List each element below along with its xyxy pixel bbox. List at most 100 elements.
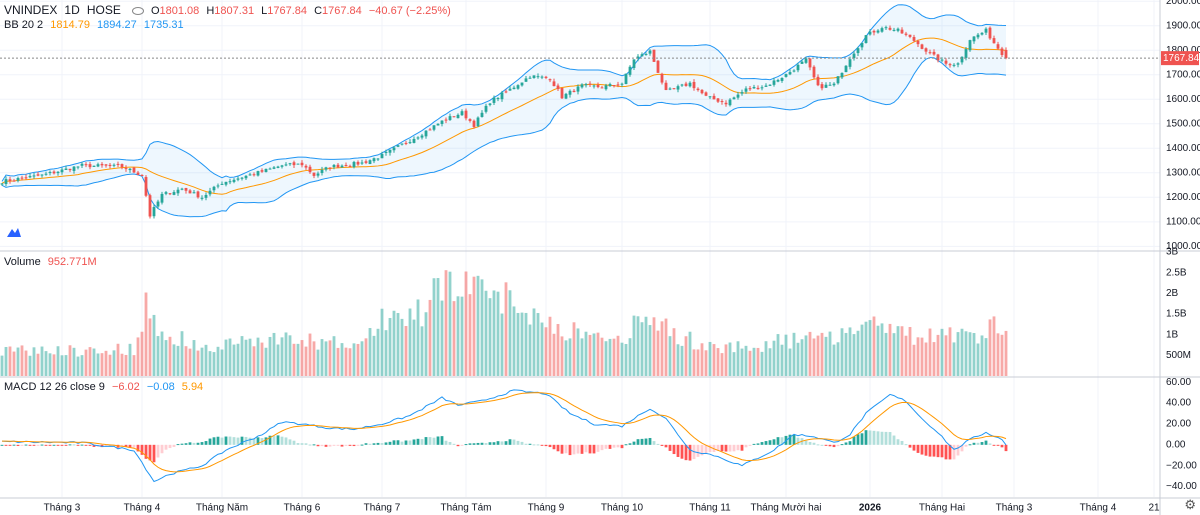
macd-hist-bar <box>416 438 420 445</box>
volume-bar <box>768 348 772 376</box>
candle-body <box>52 171 56 174</box>
price-tick-label: 1300.00 <box>1166 167 1200 178</box>
candle-body <box>420 135 424 138</box>
volume-bar <box>304 346 308 376</box>
candle <box>836 76 840 85</box>
candle <box>584 82 588 88</box>
macd-legend[interactable]: MACD 12 26 close 9 −6.02 −0.08 5.94 <box>4 381 207 393</box>
candle-body <box>460 111 464 116</box>
macd-hist-bar <box>728 444 732 452</box>
candle <box>760 85 764 91</box>
candle-body <box>184 187 188 191</box>
candle <box>24 174 28 180</box>
time-tick-label: Tháng 3 <box>996 503 1033 514</box>
volume-bar <box>668 336 672 376</box>
candle-body <box>704 92 708 96</box>
macd-hist-bar <box>48 444 52 446</box>
volume-bar <box>496 291 500 376</box>
candle-body <box>896 28 900 31</box>
symbol-interval[interactable]: 1D <box>64 3 80 17</box>
volume-bar <box>696 349 700 376</box>
macd-hist-bar <box>252 438 256 445</box>
candle-body <box>140 174 144 177</box>
candle-body <box>624 73 628 85</box>
candle-body <box>208 190 212 195</box>
volume-bar <box>700 343 704 376</box>
macd-hist-bar <box>992 444 996 446</box>
macd-hist-bar <box>612 444 616 448</box>
volume-tick-label: 1.5B <box>1166 309 1187 320</box>
macd-hist-bar <box>220 437 224 445</box>
macd-hist-bar <box>16 444 20 446</box>
candle-body <box>724 102 728 105</box>
candle-body <box>448 116 452 121</box>
volume-bar <box>204 344 208 376</box>
macd-hist-bar <box>396 440 400 445</box>
volume-bar <box>316 349 320 376</box>
volume-bar <box>268 336 272 376</box>
volume-bar <box>656 330 660 376</box>
candle <box>564 92 568 100</box>
macd-hist-bar <box>404 440 408 445</box>
tradingview-logo-icon[interactable] <box>6 226 22 241</box>
macd-hist-bar <box>656 443 660 445</box>
candle-body <box>84 164 88 166</box>
time-tick-label: Tháng Tám <box>441 503 492 514</box>
volume-bar <box>52 354 56 376</box>
macd-hist-bar <box>164 444 168 450</box>
ohlc-low-label: L <box>261 5 268 17</box>
macd-hist-bar <box>840 444 844 446</box>
candle-body <box>12 180 16 182</box>
macd-hist-bar <box>408 440 412 445</box>
candle-body <box>968 40 972 51</box>
candle <box>448 113 452 121</box>
candle <box>352 160 356 169</box>
settings-gear-icon[interactable]: ⚙ <box>1184 497 1196 512</box>
candle-body <box>756 87 760 90</box>
symbol-name[interactable]: VNINDEX <box>4 3 58 17</box>
candle <box>864 35 868 44</box>
candle <box>540 75 544 80</box>
candle-body <box>316 173 320 176</box>
candle-body <box>640 54 644 57</box>
candle-body <box>972 36 976 42</box>
candle <box>184 187 188 194</box>
volume-bar <box>444 270 448 376</box>
candle-body <box>856 48 860 54</box>
volume-bar <box>60 355 64 376</box>
symbol-exchange[interactable]: HOSE <box>86 3 121 17</box>
candle-body <box>152 207 156 217</box>
candle <box>380 151 384 159</box>
volume-tick-label: 1B <box>1166 329 1179 340</box>
volume-bar <box>100 353 104 376</box>
candle-body <box>548 79 552 81</box>
candle-body <box>964 49 968 58</box>
candle-body <box>924 48 928 52</box>
volume-bar <box>692 349 696 376</box>
candle <box>652 49 656 63</box>
macd-hist-bar <box>532 444 536 446</box>
candle <box>1000 46 1004 58</box>
eye-icon[interactable] <box>131 7 144 16</box>
candle <box>196 190 200 199</box>
candle <box>820 82 824 91</box>
last-price-label: 1767.84 <box>1163 53 1200 64</box>
macd-hist-bar <box>680 444 684 459</box>
time-tick-label: Tháng 4 <box>1080 503 1117 514</box>
volume-bar <box>276 344 280 376</box>
volume-bar <box>208 351 212 376</box>
macd-hist-bar <box>132 444 136 448</box>
volume-bar <box>940 328 944 376</box>
candle <box>140 174 144 177</box>
time-tick-label: Tháng 9 <box>528 503 565 514</box>
candle <box>832 82 836 87</box>
candle-body <box>156 201 160 207</box>
volume-legend[interactable]: Volume 952.771M <box>4 256 101 268</box>
bb-legend[interactable]: BB 20 2 1814.79 1894.27 1735.31 <box>4 19 188 31</box>
candle <box>244 175 248 181</box>
candle <box>368 159 372 165</box>
volume-bar <box>484 290 488 376</box>
macd-hist-bar <box>356 444 360 446</box>
candle <box>444 117 448 124</box>
